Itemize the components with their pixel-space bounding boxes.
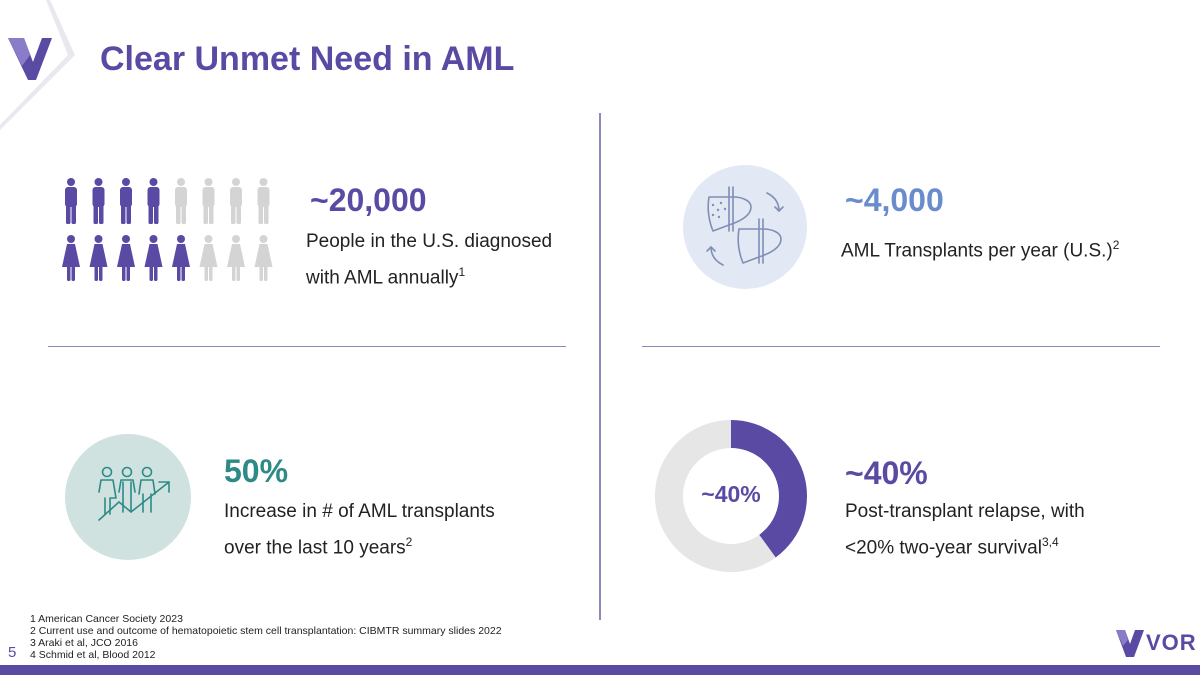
woman-icon [89,235,108,281]
bottom-bar [0,665,1200,675]
footnote-ref: 3,4 [1041,535,1059,549]
footnote-ref: 2 [1112,238,1120,252]
increase-desc-line1: Increase in # of AML transplants [224,501,495,522]
growth-icon-circle [65,434,191,560]
page-number: 5 [8,644,17,661]
relapse-stat: ~40% [845,455,928,491]
relapse-desc-line1: Post-transplant relapse, with [845,501,1085,522]
diagnosed-description: People in the U.S. diagnosed with AML an… [306,227,552,293]
page-title: Clear Unmet Need in AML [100,40,515,78]
diagnosed-desc-line1: People in the U.S. diagnosed [306,231,553,252]
footnote-item: 1 American Cancer Society 2023 [30,613,183,625]
vertical-divider [599,113,601,620]
people-pictogram [62,175,292,285]
man-icon [65,178,77,224]
footnote-ref: 1 [458,265,466,279]
donut-slice-remainder [655,420,776,572]
woman-icon [117,235,135,281]
diagnosed-desc-line2: with AML annually1 [306,265,466,289]
woman-icon [172,235,190,281]
footnote-ref: 2 [405,535,413,549]
right-horizontal-divider [642,346,1160,347]
corner-logo [0,0,75,130]
transplants-description: AML Transplants per year (U.S.)2 [841,238,1120,262]
woman-icon [199,235,218,281]
footnote-item: 4 Schmid et al, Blood 2012 [30,649,156,661]
man-icon [120,178,132,224]
woman-icon [62,235,80,281]
man-icon [202,178,215,224]
relapse-donut-chart [655,420,807,577]
people-growth-icon [98,466,170,521]
donut-center-label: ~40% [701,481,761,507]
diagnosed-stat: ~20,000 [310,182,427,218]
man-icon [147,178,160,224]
man-icon [230,178,242,224]
donut-slice-relapse [731,420,807,558]
relapse-desc-line2: <20% two-year survival3,4 [845,535,1059,559]
transplants-stat: ~4,000 [845,182,944,218]
woman-icon [254,235,273,281]
liver-icon-circle [683,165,807,289]
footnote-item: 2 Current use and outcome of hematopoiet… [30,625,502,637]
increase-description: Increase in # of AML transplants over th… [224,497,495,563]
footnotes: 1 American Cancer Society 2023 2 Current… [30,613,502,661]
footnote-item: 3 Araki et al, JCO 2016 [30,637,138,649]
increase-stat: 50% [224,453,289,489]
left-horizontal-divider [48,346,566,347]
man-icon [257,178,270,224]
liver-transplant-icon [706,186,784,266]
increase-desc-line2: over the last 10 years2 [224,535,413,559]
vor-logo-icon [1116,630,1144,657]
man-icon [92,178,105,224]
man-icon [175,178,187,224]
woman-icon [144,235,163,281]
vor-logo-text: VOR [1146,630,1197,655]
woman-icon [227,235,245,281]
relapse-description: Post-transplant relapse, with <20% two-y… [845,497,1085,563]
